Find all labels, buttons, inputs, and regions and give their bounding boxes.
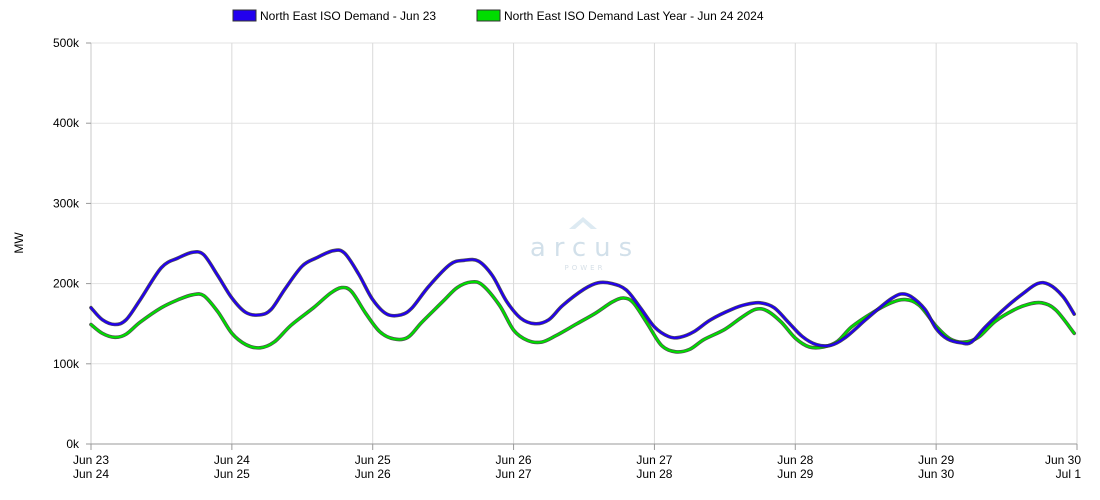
series-line	[89, 248, 1076, 348]
svg-text:arcus: arcus	[530, 233, 640, 263]
x-tick-label: Jun 28	[777, 453, 813, 467]
series-line	[89, 280, 1076, 354]
x-tick-label-secondary: Jun 24	[73, 467, 109, 481]
x-tick-label: Jun 24	[214, 453, 250, 467]
x-tick-label: Jun 30	[1045, 453, 1081, 467]
arcus-power-watermark: arcus POWER	[530, 217, 640, 272]
legend-item[interactable]: North East ISO Demand Last Year - Jun 24…	[476, 9, 764, 23]
x-tick-label: Jun 23	[73, 453, 109, 467]
y-tick-label: 300k	[53, 196, 80, 210]
axes	[90, 43, 1077, 445]
y-axis-title: MW	[12, 232, 26, 254]
legend-label: North East ISO Demand Last Year - Jun 24…	[504, 9, 764, 23]
x-tick-label-secondary: Jun 27	[496, 467, 532, 481]
x-tick-label-secondary: Jul 1	[1056, 467, 1082, 481]
y-tick-label: 200k	[53, 277, 80, 291]
series-lines	[89, 248, 1076, 354]
x-tick-label: Jun 26	[496, 453, 532, 467]
x-tick-label: Jun 29	[918, 453, 954, 467]
svg-text:POWER: POWER	[565, 264, 606, 272]
x-tick-label: Jun 25	[355, 453, 391, 467]
y-tick-label: 500k	[53, 36, 80, 50]
legend-item[interactable]: North East ISO Demand - Jun 23	[232, 9, 436, 23]
legend: North East ISO Demand - Jun 23 North East…	[232, 9, 764, 23]
legend-swatch	[476, 9, 501, 22]
x-tick-label: Jun 27	[636, 453, 672, 467]
series-last-year	[89, 279, 1076, 354]
x-tick-label-secondary: Jun 28	[636, 467, 672, 481]
x-tick-label-secondary: Jun 26	[355, 467, 391, 481]
series-line-outline	[89, 279, 1076, 354]
y-tick-label: 400k	[53, 116, 80, 130]
x-tick-label-secondary: Jun 29	[777, 467, 813, 481]
legend-label: North East ISO Demand - Jun 23	[260, 9, 436, 23]
x-tick-label-secondary: Jun 25	[214, 467, 250, 481]
y-axis-ticks: 0k 100k 200k 300k 400k 500k	[53, 36, 91, 451]
x-tick-label-secondary: Jun 30	[918, 467, 954, 481]
series-current	[89, 248, 1076, 348]
y-tick-label: 100k	[53, 357, 80, 371]
legend-swatch	[232, 9, 257, 22]
y-tick-label: 0k	[66, 437, 80, 451]
